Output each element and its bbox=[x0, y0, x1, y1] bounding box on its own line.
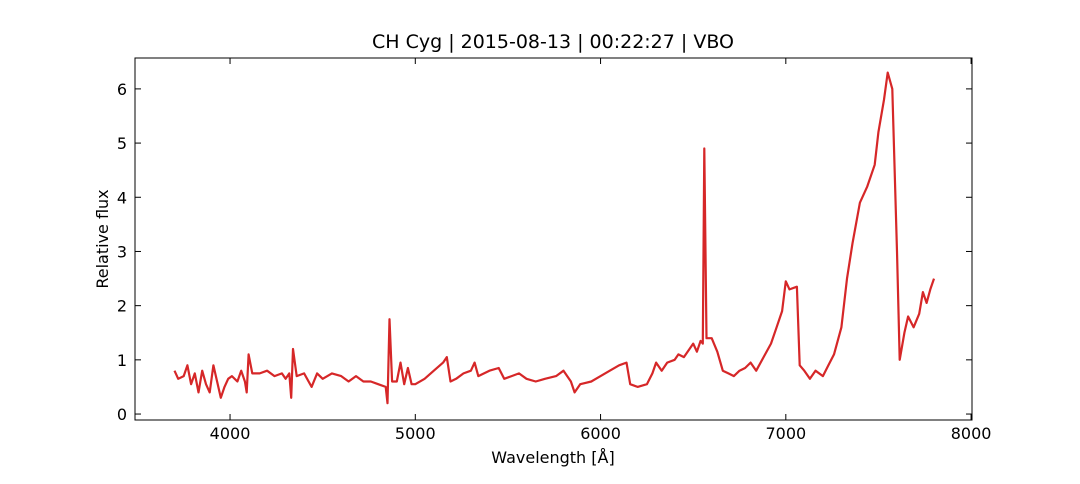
y-tick-label: 3 bbox=[117, 242, 127, 261]
x-axis-label: Wavelength [Å] bbox=[491, 448, 614, 467]
y-tick-label: 6 bbox=[117, 80, 127, 99]
x-tick-label: 5000 bbox=[395, 424, 436, 443]
y-axis-label: Relative flux bbox=[93, 189, 112, 288]
y-tick-label: 4 bbox=[117, 188, 127, 207]
x-tick-label: 8000 bbox=[951, 424, 992, 443]
chart-title: CH Cyg | 2015-08-13 | 00:22:27 | VBO bbox=[372, 31, 734, 53]
y-tick-label: 0 bbox=[117, 405, 127, 424]
y-tick-label: 5 bbox=[117, 134, 127, 153]
x-tick-label: 7000 bbox=[765, 424, 806, 443]
y-tick-label: 2 bbox=[117, 297, 127, 316]
x-tick-label: 4000 bbox=[210, 424, 251, 443]
y-tick-label: 1 bbox=[117, 351, 127, 370]
plot-frame bbox=[134, 57, 973, 421]
spectrum-line bbox=[173, 71, 936, 405]
x-tick-label: 6000 bbox=[580, 424, 621, 443]
